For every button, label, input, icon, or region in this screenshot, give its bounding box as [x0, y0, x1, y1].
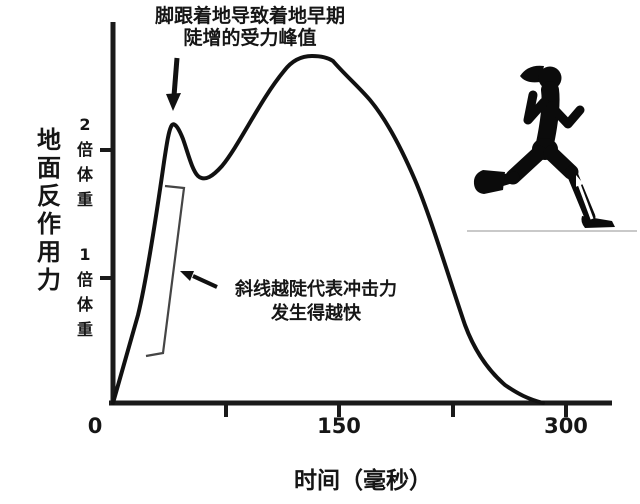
- grf-curve: [111, 53, 545, 405]
- impact-peak-annotation-line1: 脚跟着地导致着地早期: [154, 5, 345, 27]
- x-tick-label-300: 300: [544, 414, 588, 438]
- y-axis-title: 地面反作用力: [37, 126, 61, 294]
- x-tick-label-150: 150: [317, 414, 361, 438]
- slope-bracket: [145, 184, 186, 358]
- x-tick-label-0: 0: [87, 414, 103, 438]
- slope-annotation: 斜线越陡代表冲击力 发生得越快: [216, 278, 416, 326]
- slope-annotation-line1: 斜线越陡代表冲击力: [235, 279, 397, 300]
- impact-peak-annotation: 脚跟着地导致着地早期 陡增的受力峰值: [128, 5, 372, 49]
- shin-force-arrow-icon: [576, 175, 594, 220]
- runner-silhouette-icon: [467, 65, 637, 232]
- impact-peak-annotation-line2: 陡增的受力峰值: [183, 27, 317, 49]
- y-tick-label-2bw: 2倍体重: [76, 115, 93, 209]
- down-arrow-icon: [166, 57, 181, 111]
- x-axis-title: 时间（毫秒）: [294, 468, 432, 494]
- slope-annotation-line2: 发生得越快: [271, 303, 361, 324]
- left-arrow-icon: [180, 271, 218, 289]
- y-tick-label-1bw: 1倍体重: [76, 245, 93, 339]
